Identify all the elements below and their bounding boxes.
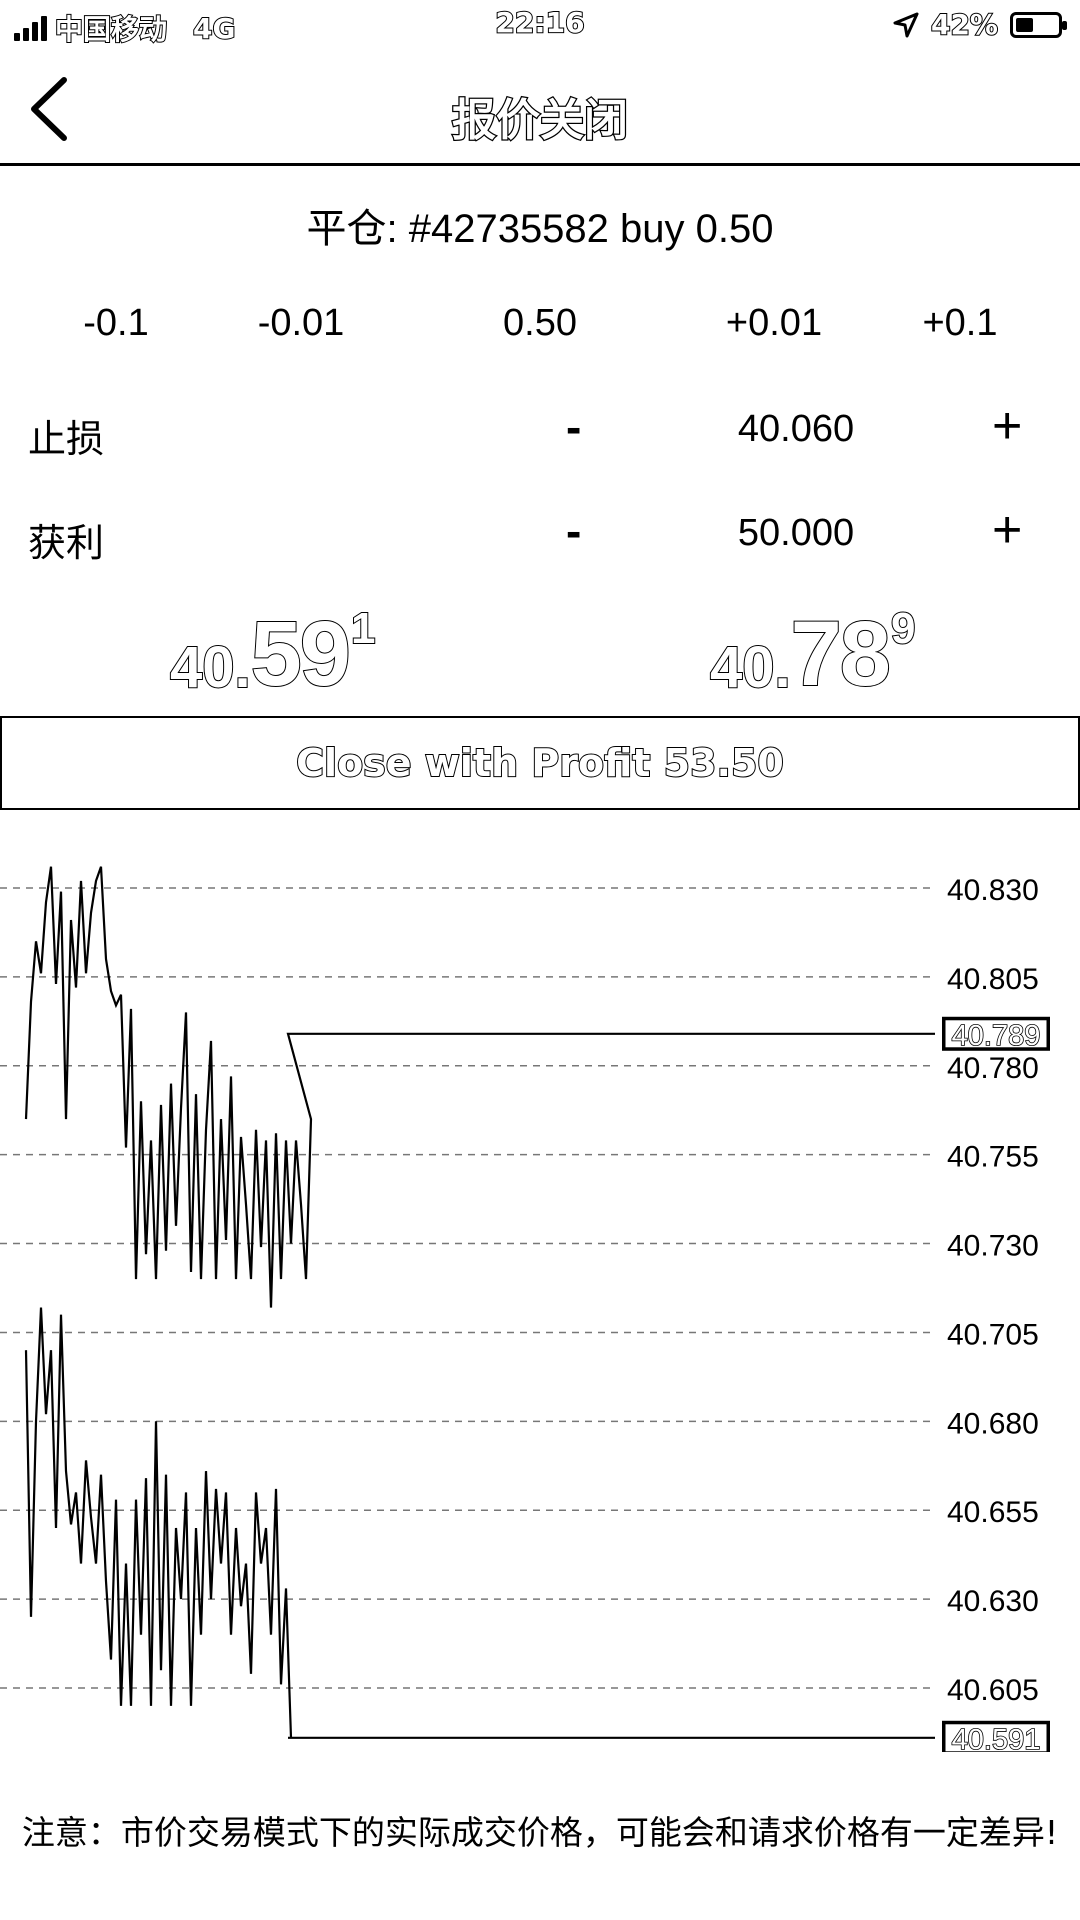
ask-price-line: [24, 866, 935, 1308]
y-tick-label: 40.605: [947, 1674, 1039, 1707]
tick-chart: 40.830 40.805 40.780 40.755 40.730 40.705 40.6…: [0, 866, 1050, 1752]
bid-current-tag-inner: [944, 1723, 1048, 1752]
y-tick-label: 40.730: [947, 1230, 1039, 1263]
y-tick-label: 40.705: [947, 1318, 1039, 1351]
chevron-left-icon: [31, 77, 67, 141]
back-button[interactable]: [22, 74, 82, 144]
status-bar: 中国移动 4G 22:16 42%: [0, 0, 1080, 56]
y-tick-label: 40.630: [947, 1585, 1039, 1618]
y-tick-label: 40.780: [947, 1052, 1039, 1085]
bid-price: 40. 59 1: [169, 602, 376, 706]
stop-loss-minus-button[interactable]: -: [566, 401, 582, 453]
take-profit-row: 获利 - 50.000 +: [0, 501, 1080, 574]
stop-loss-value[interactable]: 40.060: [737, 408, 855, 450]
take-profit-label: 获利: [28, 521, 105, 565]
y-tick-label: 40.805: [947, 963, 1039, 996]
bid-price-line: [24, 1307, 935, 1739]
carrier-name: 中国移动: [54, 12, 168, 47]
page-title: 报价关闭: [451, 94, 630, 148]
battery-icon: [1010, 11, 1067, 38]
order-summary: 平仓: #42735582 buy 0.50: [306, 207, 774, 251]
location-arrow-icon: [893, 12, 919, 37]
volume-row: -0.1 -0.01 0.50 +0.01 +0.1: [0, 302, 1080, 362]
ask-price: 40. 78 9: [709, 602, 916, 706]
y-tick-label: 40.830: [947, 874, 1039, 907]
y-tick-label: 40.655: [947, 1496, 1039, 1529]
stop-loss-label: 止损: [28, 417, 105, 461]
take-profit-plus-button[interactable]: +: [992, 501, 1023, 559]
volume-plus-0.1-button[interactable]: +0.1: [922, 302, 998, 344]
volume-plus-0.01-button[interactable]: +0.01: [725, 302, 823, 344]
volume-value[interactable]: 0.50: [503, 302, 577, 344]
stop-loss-plus-button[interactable]: +: [992, 397, 1023, 455]
y-tick-label: 40.755: [947, 1141, 1039, 1174]
ask-current-tag-label: 40.789: [952, 1020, 1041, 1052]
clock: 22:16: [494, 5, 585, 40]
stop-loss-row: 止损 - 40.060 +: [0, 397, 1080, 470]
network-type: 4G: [192, 11, 236, 46]
take-profit-value[interactable]: 50.000: [737, 512, 855, 554]
volume-minus-0.01-button[interactable]: -0.01: [257, 302, 345, 344]
volume-minus-0.1-button[interactable]: -0.1: [83, 302, 149, 344]
battery-percent: 42%: [930, 7, 999, 42]
y-tick-label: 40.680: [947, 1407, 1039, 1440]
nav-bar: 报价关闭: [0, 56, 1080, 166]
close-with-profit-button[interactable]: Close with Profit 53.50: [0, 716, 1080, 810]
notice-text: 注意：市价交易模式下的实际成交价格，可能会和请求价格有一定差异!: [21, 1813, 1059, 1852]
ask-current-tag-inner: [944, 1019, 1048, 1049]
signal-icon: [14, 15, 47, 41]
bid-current-tag-label: 40.591: [952, 1724, 1041, 1752]
take-profit-minus-button[interactable]: -: [566, 505, 582, 557]
